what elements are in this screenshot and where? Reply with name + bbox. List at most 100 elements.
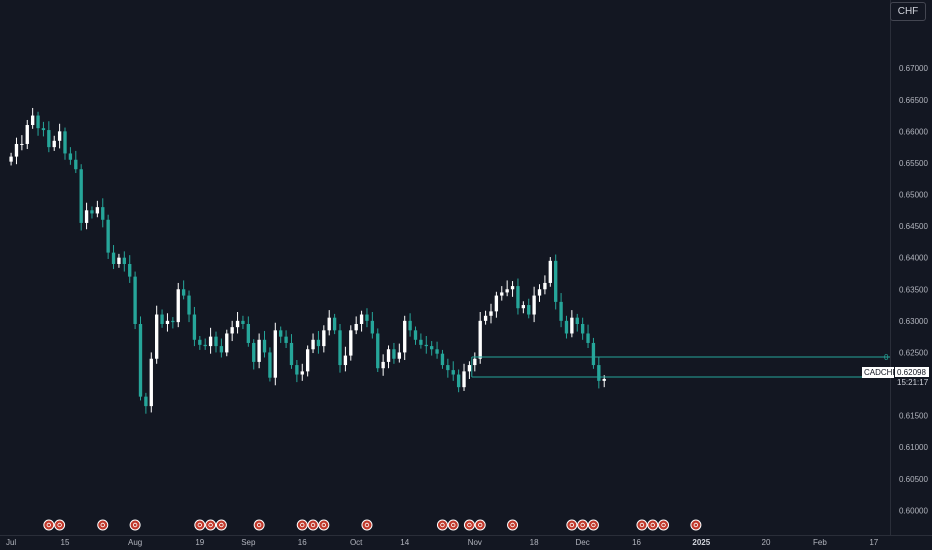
candle-body xyxy=(198,339,202,345)
economic-event-icon[interactable] xyxy=(253,519,265,531)
economic-event-icon[interactable] xyxy=(647,519,659,531)
economic-event-icon[interactable] xyxy=(577,519,589,531)
event-circle[interactable] xyxy=(205,519,217,531)
last-price-label: 0.62098 xyxy=(895,367,929,378)
event-dot xyxy=(591,522,596,528)
economic-event-icon[interactable] xyxy=(129,519,141,531)
event-circle[interactable] xyxy=(474,519,486,531)
candle-body xyxy=(176,289,180,323)
candle-body xyxy=(338,330,342,366)
event-circle[interactable] xyxy=(194,519,206,531)
candle-body xyxy=(106,219,110,253)
candle-body xyxy=(467,365,472,372)
event-circle[interactable] xyxy=(296,519,308,531)
event-circle[interactable] xyxy=(97,519,109,531)
economic-event-icon[interactable] xyxy=(636,519,648,531)
events-row[interactable] xyxy=(43,519,702,531)
event-circle[interactable] xyxy=(587,519,599,531)
event-circle[interactable] xyxy=(566,519,578,531)
economic-event-icon[interactable] xyxy=(447,519,459,531)
economic-event-icon[interactable] xyxy=(194,519,206,531)
event-circle[interactable] xyxy=(447,519,459,531)
candle-body xyxy=(165,320,170,325)
price-axis[interactable]: 0.600000.605000.610000.615000.620000.625… xyxy=(890,0,929,535)
candle-body xyxy=(111,252,116,264)
zone-label: 0 xyxy=(884,353,889,362)
event-circle[interactable] xyxy=(658,519,670,531)
candle-body xyxy=(510,286,515,290)
economic-event-icon[interactable] xyxy=(318,519,330,531)
candle-body xyxy=(101,207,105,220)
event-circle[interactable] xyxy=(436,519,448,531)
price-tick-label: 0.62500 xyxy=(899,348,928,357)
candle-body xyxy=(462,371,466,388)
event-circle[interactable] xyxy=(577,519,589,531)
event-circle[interactable] xyxy=(636,519,648,531)
economic-event-icon[interactable] xyxy=(215,519,227,531)
candle-body xyxy=(214,336,218,347)
candle-body xyxy=(586,333,590,343)
candles-layer xyxy=(9,107,606,414)
candle-body xyxy=(117,257,121,264)
candle-body xyxy=(68,153,73,160)
economic-event-icon[interactable] xyxy=(658,519,670,531)
economic-event-icon[interactable] xyxy=(97,519,109,531)
event-circle[interactable] xyxy=(647,519,659,531)
candle-body xyxy=(225,333,229,353)
candle-body xyxy=(187,295,191,315)
candle-body xyxy=(20,143,24,145)
time-tick-label: 18 xyxy=(530,538,539,547)
event-dot xyxy=(650,522,655,528)
event-dot xyxy=(310,522,316,528)
candle-body xyxy=(575,317,579,325)
candle-body xyxy=(268,352,272,378)
event-circle[interactable] xyxy=(361,519,373,531)
candle-body xyxy=(316,339,321,347)
economic-event-icon[interactable] xyxy=(43,519,55,531)
economic-event-icon[interactable] xyxy=(463,519,475,531)
economic-event-icon[interactable] xyxy=(566,519,578,531)
candle-body xyxy=(36,115,40,129)
price-tick-label: 0.60500 xyxy=(899,475,928,484)
economic-event-icon[interactable] xyxy=(690,519,702,531)
event-circle[interactable] xyxy=(507,519,519,531)
economic-event-icon[interactable] xyxy=(296,519,308,531)
economic-event-icon[interactable] xyxy=(436,519,448,531)
candle-body xyxy=(300,371,304,375)
candle-body xyxy=(84,210,89,223)
event-circle[interactable] xyxy=(318,519,330,531)
price-tick-label: 0.65500 xyxy=(899,159,928,168)
event-circle[interactable] xyxy=(54,519,66,531)
candle-body xyxy=(171,320,175,323)
time-tick-label: 2025 xyxy=(692,538,710,547)
candle-body xyxy=(235,320,240,328)
currency-badge[interactable]: CHF xyxy=(890,2,926,21)
event-circle[interactable] xyxy=(215,519,227,531)
candle-body xyxy=(90,210,94,214)
event-circle[interactable] xyxy=(129,519,141,531)
economic-event-icon[interactable] xyxy=(205,519,217,531)
candle-body xyxy=(430,346,434,350)
economic-event-icon[interactable] xyxy=(474,519,486,531)
candle-body xyxy=(262,339,267,353)
event-dot xyxy=(661,522,666,528)
event-circle[interactable] xyxy=(253,519,265,531)
candle-body xyxy=(424,344,428,347)
event-circle[interactable] xyxy=(690,519,702,531)
time-axis[interactable]: Jul 15 Aug 19 Sep 16 Oct 14 Nov 18 Dec 16 2025 20 Feb 1… xyxy=(0,535,932,548)
economic-event-icon[interactable] xyxy=(587,519,599,531)
event-circle[interactable] xyxy=(43,519,55,531)
event-circle[interactable] xyxy=(307,519,319,531)
candle-body xyxy=(527,305,531,315)
candle-body xyxy=(57,131,62,141)
economic-event-icon[interactable] xyxy=(507,519,519,531)
price-tick-label: 0.64500 xyxy=(899,222,928,231)
candle-body xyxy=(397,352,401,359)
economic-event-icon[interactable] xyxy=(361,519,373,531)
price-zone: 0 xyxy=(471,353,890,378)
candle-body xyxy=(79,169,83,223)
event-circle[interactable] xyxy=(463,519,475,531)
economic-event-icon[interactable] xyxy=(54,519,66,531)
economic-event-icon[interactable] xyxy=(307,519,319,531)
